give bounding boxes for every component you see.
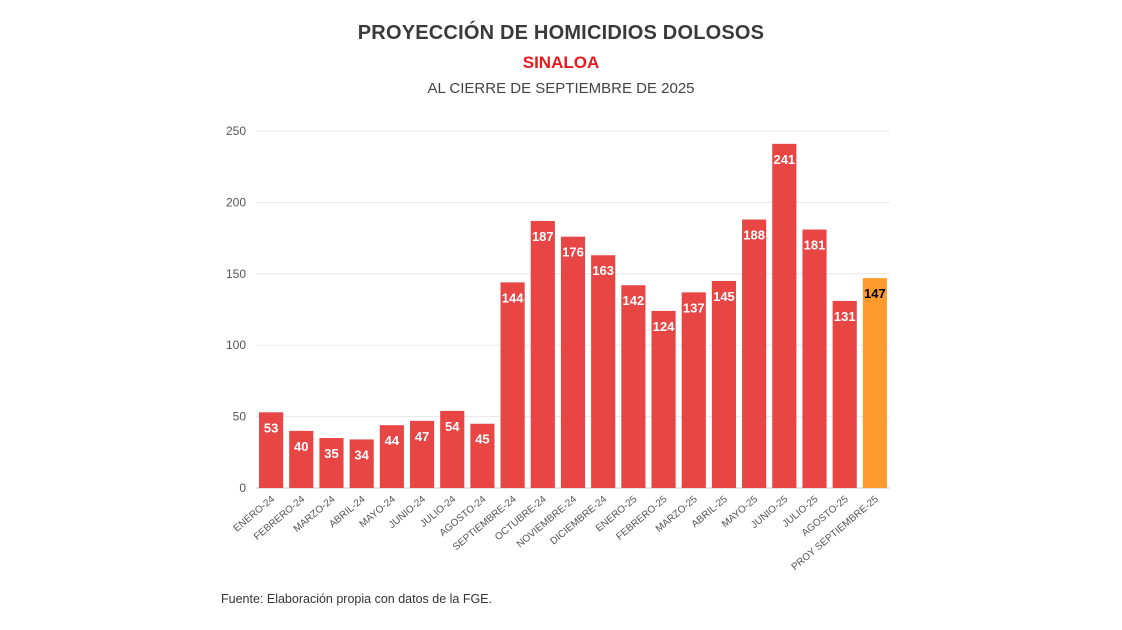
bar bbox=[621, 285, 646, 488]
data-label: 53 bbox=[264, 420, 278, 435]
data-label: 35 bbox=[324, 446, 338, 461]
bar bbox=[651, 310, 676, 488]
bar bbox=[802, 229, 827, 489]
bar bbox=[470, 423, 495, 488]
data-label: 144 bbox=[502, 290, 524, 305]
y-tick-label: 150 bbox=[226, 267, 246, 281]
data-label: 131 bbox=[834, 309, 856, 324]
bar bbox=[560, 236, 586, 488]
bar bbox=[289, 430, 314, 488]
data-label: 44 bbox=[385, 433, 400, 448]
data-label: 54 bbox=[445, 419, 460, 434]
bar bbox=[832, 300, 857, 488]
projection-bar bbox=[862, 278, 887, 488]
y-tick-label: 50 bbox=[233, 410, 247, 424]
bar bbox=[591, 255, 616, 488]
chart-title: PROYECCIÓN DE HOMICIDIOS DOLOSOS bbox=[357, 22, 765, 44]
data-label: 124 bbox=[653, 319, 675, 334]
y-tick-label: 0 bbox=[239, 481, 246, 495]
y-tick-label: 100 bbox=[226, 338, 246, 352]
data-label: 187 bbox=[532, 229, 554, 244]
bar bbox=[440, 410, 465, 488]
bar bbox=[379, 425, 404, 488]
bar bbox=[319, 438, 344, 488]
chart-subtitle-period: AL CIERRE DE SEPTIEMBRE DE 2025 bbox=[427, 80, 695, 97]
data-label: 163 bbox=[592, 263, 614, 278]
data-label: 188 bbox=[743, 228, 765, 243]
bar bbox=[349, 439, 374, 488]
data-label: 40 bbox=[294, 439, 308, 454]
data-label: 145 bbox=[713, 289, 735, 304]
bar bbox=[500, 282, 525, 488]
data-label: 142 bbox=[623, 293, 645, 308]
y-tick-label: 250 bbox=[226, 124, 246, 138]
bar bbox=[530, 220, 555, 489]
data-label: 181 bbox=[804, 238, 826, 253]
chart-subtitle-state: SINALOA bbox=[522, 53, 600, 72]
data-label: 34 bbox=[354, 447, 369, 462]
data-label: 137 bbox=[683, 300, 705, 315]
bar bbox=[711, 280, 737, 488]
data-label: 147 bbox=[864, 286, 886, 301]
data-label: 47 bbox=[415, 429, 429, 444]
bar bbox=[409, 420, 435, 488]
data-label: 176 bbox=[562, 245, 584, 260]
bar bbox=[681, 292, 706, 488]
bar bbox=[259, 412, 284, 488]
data-label: 241 bbox=[773, 152, 795, 167]
bar bbox=[772, 143, 797, 489]
data-label: 45 bbox=[475, 432, 489, 447]
bar bbox=[742, 219, 767, 488]
source-note: Fuente: Elaboración propia con datos de … bbox=[221, 592, 492, 606]
y-tick-label: 200 bbox=[226, 195, 246, 209]
